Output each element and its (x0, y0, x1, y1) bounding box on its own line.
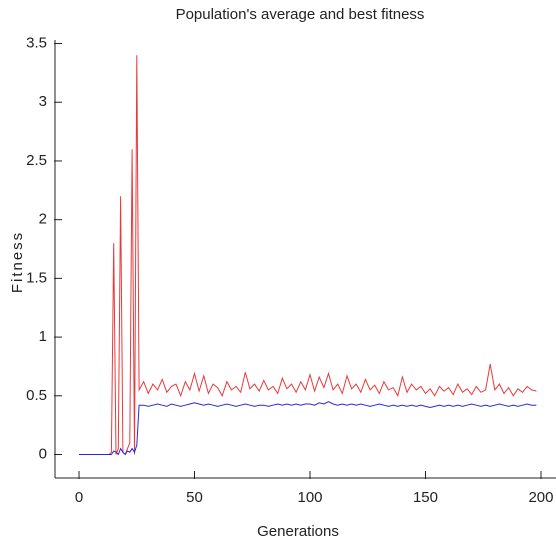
x-tick-label: 50 (186, 489, 203, 506)
y-tick-label: 3.5 (26, 34, 47, 51)
y-tick-label: 1.5 (26, 269, 47, 286)
x-tick-label: 100 (297, 489, 322, 506)
x-tick-label: 200 (528, 489, 553, 506)
y-axis-label: Fitness (9, 231, 26, 293)
y-tick-label: 0.5 (26, 387, 47, 404)
data-line (79, 55, 537, 456)
y-tick-label: 0 (39, 445, 47, 462)
x-axis-label: Generations (257, 523, 339, 540)
x-tick-label: 150 (413, 489, 438, 506)
y-tick-label: 2.5 (26, 152, 47, 169)
y-tick-label: 3 (39, 93, 47, 110)
y-tick-label: 2 (39, 211, 47, 228)
data-line (79, 401, 537, 456)
chart-title: Population's average and best fitness (176, 6, 425, 23)
x-tick-label: 0 (75, 489, 83, 506)
y-tick-label: 1 (39, 328, 47, 345)
